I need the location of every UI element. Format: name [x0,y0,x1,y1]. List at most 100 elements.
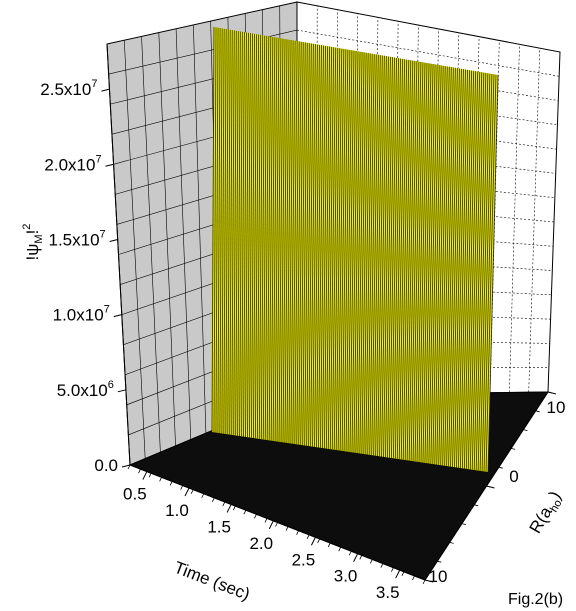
surface-line [243,32,247,437]
surface-line [390,58,400,459]
surface-line [408,61,418,461]
surface-line [394,58,404,459]
surface-line [321,46,329,449]
surface-line [292,41,298,444]
x-tick-mark [268,520,274,530]
surface-line [369,54,377,455]
x-minor-tick [232,505,236,511]
z-axis-line [106,43,131,466]
y-tick-label: 10 [429,567,448,586]
x-minor-tick [317,538,321,544]
surface-line [231,30,235,435]
x-tick-label: 3.0 [334,567,358,586]
surface-line [440,66,450,466]
x-minor-tick [127,464,131,470]
surface-line [396,59,406,459]
surface-line [235,31,239,436]
surface-line [349,50,357,453]
surface-line [256,34,262,439]
surface-line [282,39,288,443]
surface-line [304,43,310,446]
surface-line [385,57,393,458]
surface-line [377,55,385,457]
surface-line [325,46,333,449]
surface-line [452,68,462,467]
surface-line [333,48,341,450]
x-tick-mark [310,537,316,546]
z-tick-mark [113,314,122,318]
surface-line [288,40,294,444]
x-minor-tick [169,481,173,486]
figure-caption: Fig.2(b) [508,591,563,608]
surface-line [274,37,280,442]
x-tick-label: 1.5 [207,517,231,536]
surface-line [314,44,320,447]
surface-line [270,37,276,441]
surface-line [264,36,270,440]
surface-line [290,40,296,444]
surface-line [467,71,479,470]
surface-line [286,40,292,443]
y-minor-tick [486,485,491,488]
z-axis-ticks: 0.0 5.0x106 1.0x107 1.5x107 2.0x107 2.5x107 [40,78,131,475]
surface-line [469,71,481,470]
x-tick-label: 2.5 [292,550,316,569]
surface-line [298,42,304,445]
right-grid-line [528,48,541,393]
surface-line [367,54,375,455]
surface-line [249,33,253,438]
z-tick-mark [121,464,131,468]
surface-line [268,36,274,441]
y-minor-tick [474,504,479,507]
surface-line [266,36,272,441]
surface-line [481,73,493,472]
surface-line [398,59,408,460]
surface-line [473,72,485,471]
surface-line [416,62,426,462]
surface-line [345,50,353,452]
x-tick-mark [395,569,401,579]
x-tick-mark [353,553,359,562]
right-grid-line [296,254,553,271]
surface-line [471,72,483,470]
surface-line [252,34,258,439]
surface-line [308,43,314,447]
y-axis-ticks: 10 0 10 [424,391,565,586]
x-axis-label: Time (sec) [171,558,252,604]
surface-line [457,69,469,468]
surface-line [278,38,284,442]
x-tick-label: 1.0 [165,501,189,520]
y-minor-tick [498,466,503,469]
surface-line [363,53,371,455]
x-minor-tick [348,551,352,556]
x-minor-tick [138,468,141,474]
surface-line [479,73,491,471]
surface-line [387,57,395,458]
z-tick-mark [109,238,118,242]
x-tick-label: 2.0 [249,534,273,553]
y-minor-tick [511,448,516,450]
x-tick-mark [184,487,190,497]
surface-line [424,64,434,463]
y-tick-label: 0 [509,467,518,486]
surface-line [335,48,343,451]
surface-line [331,47,339,450]
surface-wall-lines [211,26,499,473]
surface-line [410,61,420,461]
surface-line [213,27,217,433]
x-tick-mark [226,504,232,513]
surface-line [250,33,256,438]
x-minor-tick [159,477,162,482]
x-minor-tick [369,559,373,564]
surface-line [229,30,233,435]
x-minor-tick [211,497,215,503]
x-minor-tick [222,501,226,507]
surface-line [373,55,381,456]
x-tick-mark [142,471,148,480]
x-minor-tick [190,489,194,494]
surface-line [339,49,347,451]
surface-line [300,42,306,445]
x-tick-label: 3.5 [376,583,400,602]
surface-line [262,35,268,440]
